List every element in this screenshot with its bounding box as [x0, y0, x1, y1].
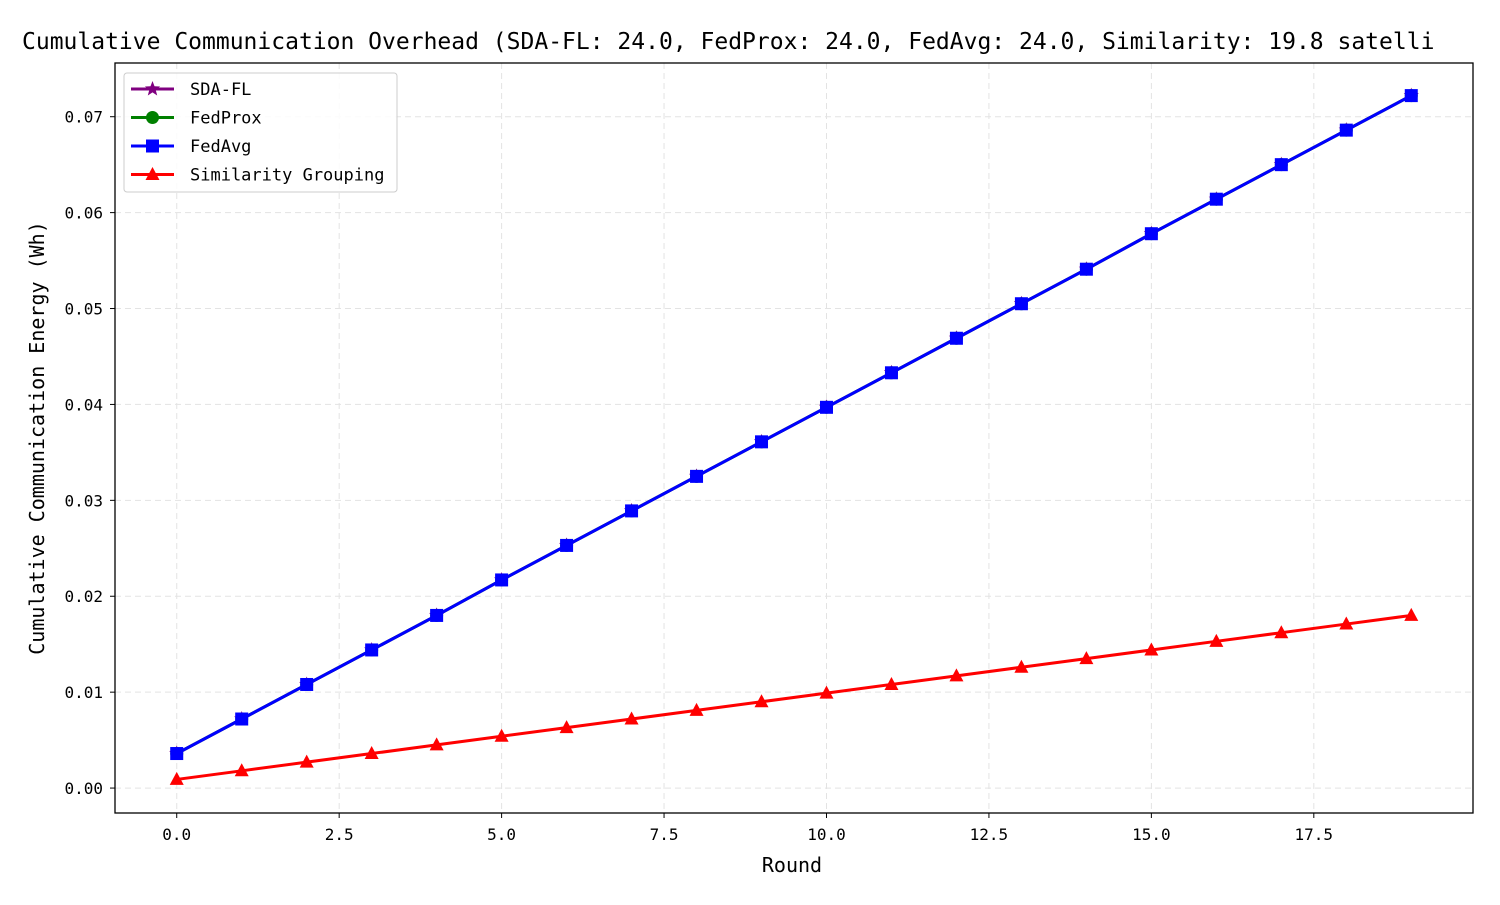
series-line-similarity-grouping [176, 613, 1412, 781]
data-point-similarity-grouping [1079, 651, 1094, 665]
y-tick-label: 0.01 [64, 683, 103, 702]
data-point-fedavg [300, 677, 314, 691]
x-tick-label: 10.0 [807, 825, 846, 844]
legend-label-similarity-grouping: Similarity Grouping [190, 166, 384, 186]
legend-label-fedprox: FedProx [190, 109, 262, 129]
legend-box [123, 72, 398, 193]
legend-marker-fedavg [146, 139, 159, 153]
grid [115, 63, 1473, 813]
data-point-fedavg [560, 538, 574, 552]
data-point-similarity-grouping [1209, 633, 1224, 647]
y-axis-ticks: 0.00 0.01 0.02 0.03 0.04 0.05 0.06 0.07 [64, 108, 115, 798]
data-point-fedavg [625, 504, 639, 518]
legend-marker-fedprox [146, 111, 159, 124]
data-point-fedavg [949, 331, 963, 345]
legend-marker-sda-fl [144, 81, 161, 96]
series-line-fedavg [176, 94, 1412, 755]
x-tick-label: 17.5 [1295, 825, 1334, 844]
y-tick-label: 0.03 [64, 491, 103, 510]
x-axis-ticks: 0.0 2.5 5.0 7.5 10.0 12.5 15.0 17.5 [162, 813, 1333, 844]
data-point-similarity-grouping [169, 771, 184, 785]
y-tick-label: 0.00 [64, 779, 103, 798]
data-point-similarity-grouping [1144, 642, 1159, 656]
x-tick-label: 2.5 [325, 825, 354, 844]
y-tick-label: 0.04 [64, 395, 103, 414]
data-point-fedavg [755, 435, 769, 449]
plot-frame [114, 62, 1474, 814]
data-point-fedavg [170, 747, 184, 761]
x-tick-label: 15.0 [1132, 825, 1171, 844]
legend-marker-similarity-grouping [145, 167, 160, 180]
series-similarity-grouping [169, 607, 1419, 785]
data-point-similarity-grouping [364, 746, 379, 760]
chart-title: Cumulative Communication Overhead (SDA-F… [22, 29, 1434, 55]
data-point-similarity-grouping [819, 685, 834, 699]
data-point-fedavg [1209, 192, 1223, 206]
y-tick-label: 0.06 [64, 204, 103, 223]
x-tick-label: 7.5 [650, 825, 679, 844]
y-tick-label: 0.05 [64, 300, 103, 319]
data-point-fedavg [1404, 89, 1418, 103]
y-tick-label: 0.07 [64, 108, 103, 127]
data-point-similarity-grouping [429, 737, 444, 751]
series-layer [169, 87, 1419, 785]
x-axis-label: Round [762, 853, 822, 877]
data-point-fedavg [1014, 297, 1028, 311]
data-point-similarity-grouping [299, 754, 314, 768]
x-tick-label: 5.0 [487, 825, 516, 844]
data-point-similarity-grouping [1404, 607, 1419, 621]
data-point-similarity-grouping [754, 694, 769, 708]
data-point-fedavg [1144, 227, 1158, 241]
data-point-similarity-grouping [559, 720, 574, 734]
data-point-fedavg [430, 608, 444, 622]
data-point-similarity-grouping [689, 702, 704, 716]
data-point-fedavg [365, 643, 379, 657]
data-point-similarity-grouping [1274, 625, 1289, 639]
data-point-fedavg [690, 469, 704, 483]
data-point-fedavg [884, 366, 898, 380]
data-point-similarity-grouping [234, 763, 249, 777]
x-tick-label: 0.0 [162, 825, 191, 844]
legend-label-sda-fl: SDA-FL [190, 80, 251, 100]
data-point-fedavg [1079, 262, 1093, 276]
y-tick-label: 0.02 [64, 587, 103, 606]
y-axis-label: Cumulative Communication Energy (Wh) [25, 221, 49, 654]
data-point-fedavg [235, 712, 249, 726]
data-point-similarity-grouping [494, 728, 509, 742]
x-tick-label: 12.5 [970, 825, 1009, 844]
data-point-similarity-grouping [949, 668, 964, 682]
data-point-similarity-grouping [884, 676, 899, 690]
data-point-similarity-grouping [1339, 616, 1354, 630]
data-point-similarity-grouping [624, 711, 639, 725]
series-fedavg [170, 89, 1418, 761]
data-point-fedavg [819, 400, 833, 414]
data-point-similarity-grouping [1014, 659, 1029, 673]
data-point-fedavg [495, 573, 509, 587]
data-point-fedavg [1274, 158, 1288, 172]
legend-label-fedavg: FedAvg [190, 137, 251, 157]
data-point-fedavg [1339, 123, 1353, 137]
legend: SDA-FL FedProx FedAvg Similarity Grouping [123, 72, 398, 193]
